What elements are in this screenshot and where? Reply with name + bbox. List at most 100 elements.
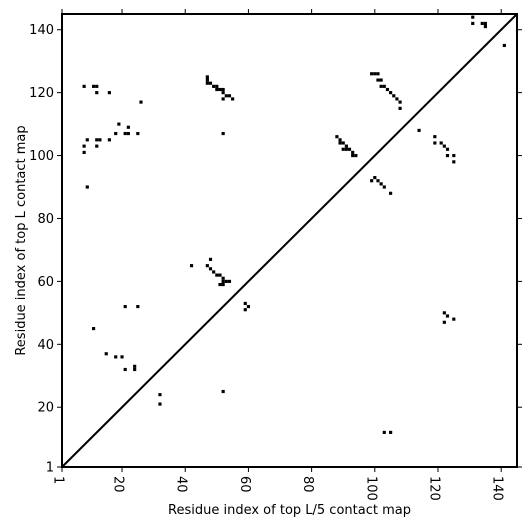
contact-point [221,276,225,280]
contact-point [344,144,348,148]
contact-point [95,138,99,142]
contact-point [338,141,342,145]
y-axis-label: Residue index of top L contact map [14,125,29,355]
contact-point [205,75,209,79]
contact-point [98,138,102,142]
contact-point [379,84,383,88]
contact-point [341,141,345,145]
contact-point [120,355,124,359]
contact-point [351,150,355,154]
contact-point [123,131,127,136]
contact-point [95,144,99,148]
contact-point [373,72,377,76]
contact-point [136,131,140,136]
contact-point [218,87,222,92]
contact-point [389,191,393,195]
contact-point [439,141,443,145]
contact-point [483,25,487,29]
contact-point [398,106,402,110]
contact-point [382,185,386,189]
contact-point [205,78,209,82]
contact-point [373,176,377,180]
contact-point [107,138,111,142]
contact-point [189,264,194,268]
contact-point [136,304,140,309]
contact-point [104,352,108,356]
contact-point [442,144,446,148]
contact-point [205,264,209,268]
contact-point [215,84,219,88]
contact-point [85,185,89,189]
contact-point [231,97,235,101]
contact-point [133,364,137,368]
contact-point [126,131,130,136]
contact-point [385,87,390,92]
y-tick-label: 40 [37,338,54,353]
contact-point [417,128,421,132]
contact-point [445,314,450,318]
contact-point [224,94,228,98]
contact-point [123,304,127,309]
contact-point [114,355,118,359]
contact-point [82,150,86,154]
y-tick-label: 60 [37,275,54,290]
contact-point [382,84,386,88]
contact-point [395,97,399,101]
x-tick-label: 80 [300,476,315,493]
contact-point [126,125,130,129]
contact-point [351,153,355,158]
contact-point [335,135,339,139]
contact-point [243,308,247,312]
contact-point [376,78,380,82]
contact-point [502,43,506,48]
contact-point [215,273,219,277]
contact-point [347,147,352,151]
contact-point [227,279,232,283]
contact-point [452,153,456,158]
contact-point [442,311,446,315]
contact-point [370,179,374,183]
x-tick-label: 140 [490,476,505,501]
x-axis-label: Residue index of top L/5 contact map [168,503,411,518]
contact-point [392,94,396,98]
contact-point [243,301,247,305]
contact-point [114,131,118,136]
y-tick-label: 80 [37,212,54,227]
diagonal-line [61,13,518,468]
contact-point [452,160,456,164]
contact-point [480,21,484,26]
contact-point [379,182,383,186]
contact-point [354,153,358,158]
contact-point [221,97,225,101]
contact-point [208,81,213,85]
x-tick-label: 1 [51,476,66,484]
contact-point [452,317,456,321]
y-tick-label: 100 [29,149,54,164]
contact-point [376,72,380,76]
contact-point [344,147,348,151]
x-tick-label: 100 [363,476,378,501]
plot-area [61,13,518,468]
x-tick-label: 20 [111,476,126,493]
contact-point [139,100,143,104]
contact-point [445,153,450,158]
contact-point [95,91,99,95]
contact-point [433,135,437,139]
contact-point [205,81,209,85]
contact-point [82,144,86,148]
contact-point [389,91,393,95]
contact-point [158,402,162,406]
contact-point [483,21,487,26]
contact-point [382,430,386,434]
y-tick-label: 140 [29,23,54,38]
contact-point [107,91,111,95]
contact-point [117,122,121,126]
contact-point [92,84,96,88]
contact-point [218,282,222,287]
y-tick-label: 20 [37,401,54,416]
contact-point [95,84,99,88]
contact-point [123,367,127,372]
x-tick-label: 120 [427,476,442,501]
contact-point [341,147,345,151]
